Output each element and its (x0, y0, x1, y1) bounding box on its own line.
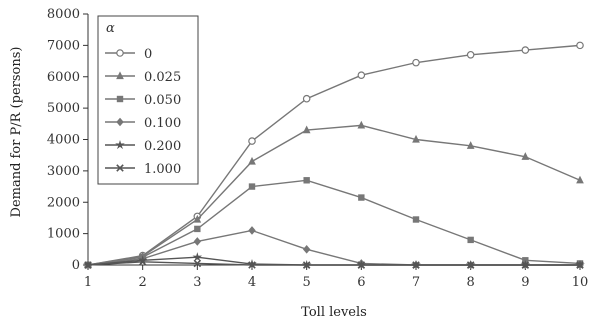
data-point (248, 156, 256, 165)
data-point (302, 94, 311, 103)
y-tick-label: 5000 (47, 101, 80, 116)
data-point (248, 226, 256, 235)
y-tick-label: 2000 (47, 195, 80, 210)
x-tick-label: 2 (139, 275, 147, 290)
data-point (521, 261, 530, 269)
legend-title: α (106, 21, 115, 36)
legend-label: 0.100 (144, 116, 181, 131)
x-tick-label: 10 (572, 275, 589, 290)
data-point (248, 137, 256, 145)
y-tick-label: 4000 (47, 133, 80, 148)
legend-item-0: 0 (105, 47, 152, 62)
legend-item-0.200: 0.200 (105, 139, 181, 154)
series-line (87, 179, 581, 266)
data-point (248, 261, 256, 269)
data-point (467, 236, 474, 244)
data-point (466, 261, 475, 269)
data-point (357, 261, 366, 269)
data-point (138, 258, 147, 266)
data-point (521, 152, 530, 160)
data-point (358, 194, 365, 201)
legend-item-0.100: 0.100 (105, 116, 181, 131)
data-point (84, 261, 92, 269)
data-point (194, 225, 201, 233)
data-point (521, 46, 530, 54)
x-tick-label: 8 (467, 275, 475, 290)
data-point (193, 259, 202, 268)
y-tick-label: 8000 (47, 7, 80, 22)
data-point (116, 71, 124, 80)
x-axis-title: Toll levels (301, 305, 367, 320)
data-point (193, 214, 202, 223)
series-0.200 (83, 252, 585, 270)
series-line (87, 261, 580, 266)
series-layer (83, 41, 585, 270)
legend: α 0 0.025 0.050 0.100 0.200 1.000 (97, 15, 199, 185)
x-tick-label: 1 (84, 275, 92, 290)
legend-box (97, 15, 199, 185)
legend-label: 0 (144, 47, 152, 62)
legend-label: 0.050 (144, 93, 181, 108)
legend-item-1.000: 1.000 (105, 162, 181, 177)
data-point (357, 71, 366, 79)
y-tick-label: 3000 (47, 164, 80, 179)
y-tick-label: 7000 (47, 38, 80, 53)
data-point (576, 41, 584, 50)
data-point (116, 95, 124, 103)
data-point (115, 139, 125, 150)
y-tick-label: 0 (72, 258, 80, 273)
data-point (412, 261, 420, 269)
data-point (466, 141, 475, 149)
data-point (576, 261, 584, 269)
legend-item-0.050: 0.050 (105, 93, 181, 108)
data-point (193, 237, 202, 246)
data-point (116, 117, 124, 127)
legend-label: 0.200 (144, 139, 181, 154)
data-point (302, 125, 311, 134)
axes: 0 1000 2000 3000 4000 5000 6000 7000 8000 1 2 3 4 5 6 7… (47, 7, 588, 290)
y-tick-label: 6000 (47, 70, 80, 85)
data-point (576, 175, 584, 184)
data-point (248, 183, 256, 190)
data-point (116, 164, 124, 172)
x-tick-label: 5 (303, 275, 311, 290)
y-tick-label: 1000 (47, 227, 80, 242)
x-tick-label: 3 (193, 275, 201, 290)
legend-label: 0.025 (144, 70, 181, 85)
x-tick-label: 4 (248, 275, 256, 290)
x-tick-label: 9 (521, 275, 529, 290)
series-line (87, 44, 581, 266)
legend-item-0.025: 0.025 (105, 70, 181, 85)
series-line (87, 124, 581, 266)
y-axis-title: Demand for P/R (persons) (9, 47, 24, 218)
data-point (466, 50, 475, 59)
y-axis-title-text: Demand for P/R (persons) (9, 47, 24, 218)
data-point (412, 58, 420, 67)
series-line (87, 256, 580, 266)
data-point (302, 261, 311, 269)
series-1.000 (84, 258, 584, 269)
x-tick-label: 7 (412, 275, 420, 290)
data-point (357, 120, 366, 129)
data-point (412, 216, 420, 223)
data-point (116, 49, 124, 57)
x-tick-label: 6 (357, 275, 365, 290)
data-point (302, 245, 311, 254)
data-point (303, 177, 310, 184)
legend-label: 1.000 (144, 162, 181, 177)
series-0.050 (84, 177, 584, 269)
data-point (192, 252, 203, 262)
data-point (412, 134, 420, 143)
